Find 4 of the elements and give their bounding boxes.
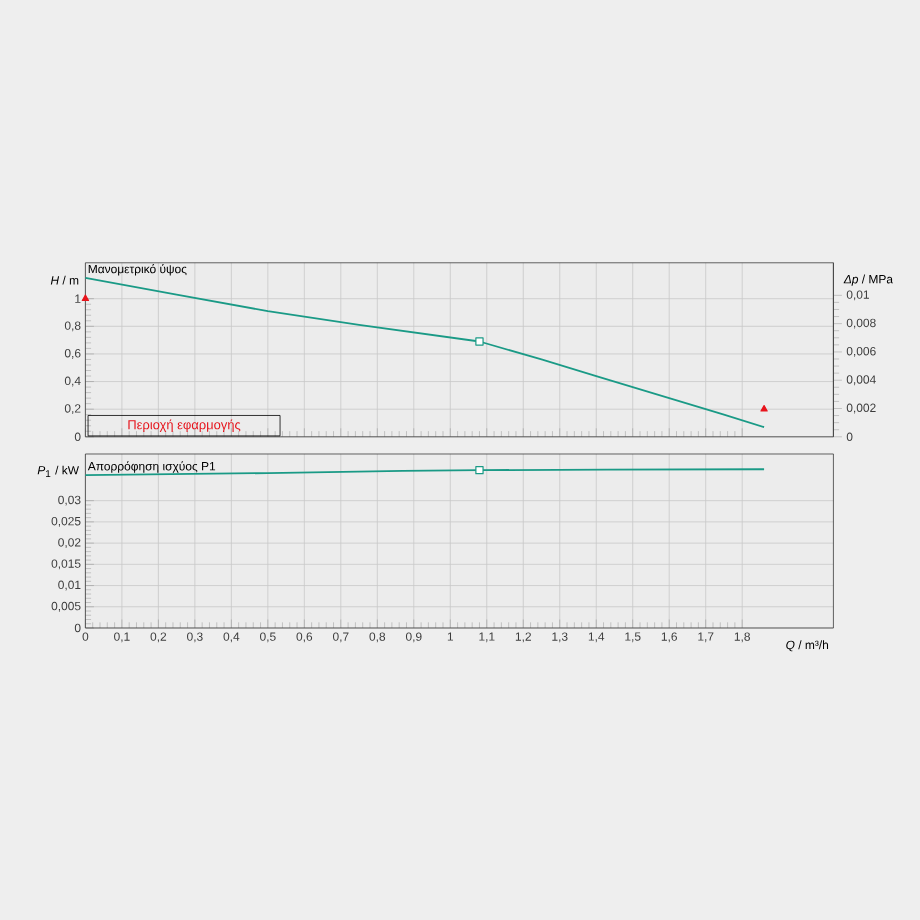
point [475,337,484,346]
line-series [84,277,765,429]
point [81,294,90,302]
point [760,404,768,412]
